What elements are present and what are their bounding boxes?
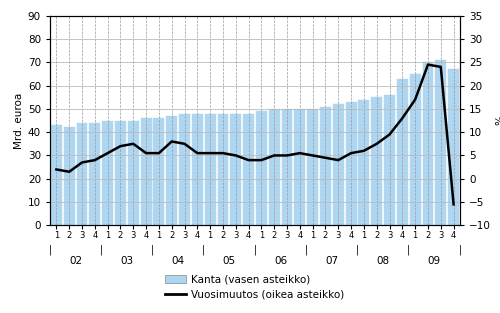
Bar [294, 109, 306, 225]
Text: |: | [202, 245, 205, 255]
Bar [256, 111, 267, 225]
Bar [51, 125, 62, 225]
Bar [384, 95, 395, 225]
Text: 03: 03 [120, 256, 134, 266]
Bar [192, 114, 203, 225]
Text: |: | [356, 245, 359, 255]
Bar [90, 123, 101, 225]
Text: 02: 02 [69, 256, 82, 266]
Bar [346, 102, 356, 225]
Bar [243, 114, 254, 225]
Bar [320, 106, 331, 225]
Bar [179, 114, 190, 225]
Text: 09: 09 [428, 256, 441, 266]
Text: |: | [458, 245, 462, 255]
Text: |: | [151, 245, 154, 255]
Bar [218, 114, 228, 225]
Text: 05: 05 [223, 256, 236, 266]
Bar [307, 109, 318, 225]
Bar [102, 121, 113, 225]
Bar [230, 114, 241, 225]
Text: |: | [304, 245, 308, 255]
Bar [436, 60, 446, 225]
Bar [333, 104, 344, 225]
Bar [76, 123, 88, 225]
Bar [154, 118, 164, 225]
Text: |: | [407, 245, 410, 255]
Bar [448, 69, 459, 225]
Text: |: | [254, 245, 256, 255]
Legend: Kanta (vasen asteikko), Vuosimuutos (oikea asteikko): Kanta (vasen asteikko), Vuosimuutos (oik… [161, 270, 349, 304]
Y-axis label: Mrd. euroa: Mrd. euroa [14, 92, 24, 149]
Text: |: | [48, 245, 51, 255]
Bar [358, 100, 370, 225]
Bar [115, 121, 126, 225]
Bar [372, 97, 382, 225]
Bar [397, 79, 408, 225]
Bar [282, 109, 292, 225]
Bar [269, 109, 280, 225]
Bar [128, 121, 138, 225]
Text: 07: 07 [326, 256, 338, 266]
Text: 06: 06 [274, 256, 287, 266]
Y-axis label: %: % [495, 115, 500, 126]
Bar [410, 74, 420, 225]
Text: |: | [100, 245, 103, 255]
Bar [204, 114, 216, 225]
Bar [422, 62, 434, 225]
Bar [64, 127, 74, 225]
Text: 04: 04 [172, 256, 184, 266]
Bar [166, 116, 177, 225]
Bar [140, 118, 151, 225]
Text: 08: 08 [376, 256, 390, 266]
